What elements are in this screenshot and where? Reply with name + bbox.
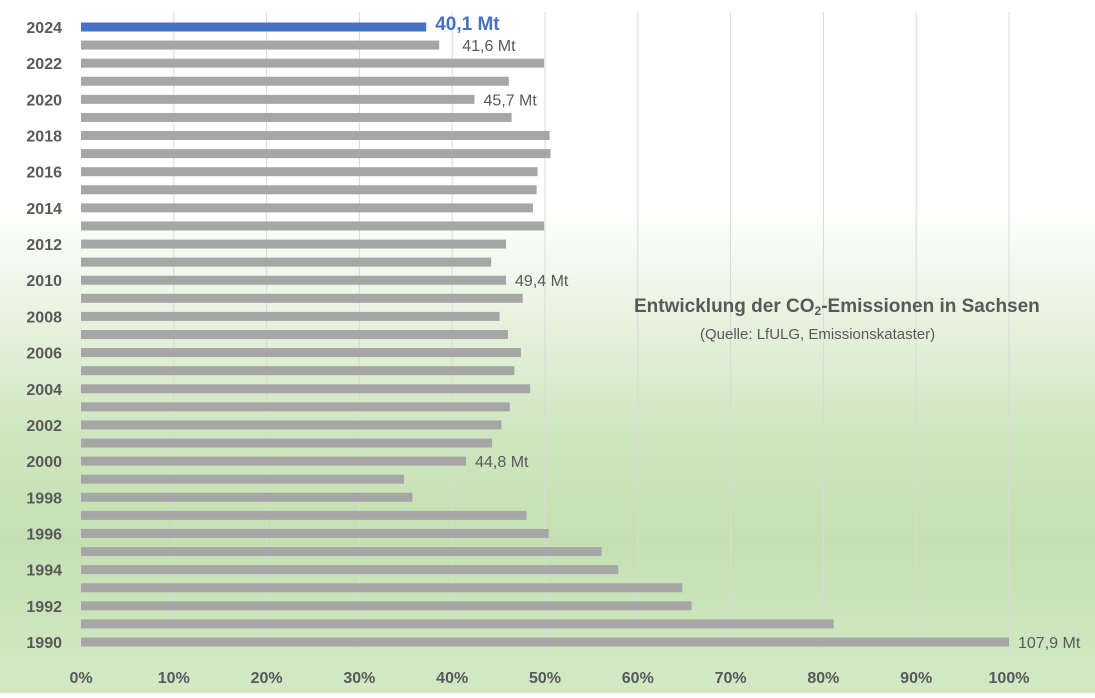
bar: [81, 275, 507, 285]
y-tick-label: 1996: [26, 526, 62, 543]
x-tick-label: 80%: [807, 670, 839, 687]
x-tick-label: 30%: [343, 670, 375, 687]
bar: [81, 384, 531, 394]
x-tick-label: 90%: [900, 670, 932, 687]
y-tick-label: 2014: [26, 201, 62, 218]
x-tick-label: 50%: [529, 670, 561, 687]
bar: [81, 438, 493, 448]
bar: [81, 583, 683, 593]
chart-title: Entwicklung der CO2-Emissionen in Sachse…: [634, 296, 1040, 318]
y-tick-label: 1998: [26, 490, 62, 507]
y-tick-label: 2000: [26, 454, 62, 471]
y-tick-label: 2024: [26, 20, 62, 37]
y-tick-label: 2018: [26, 129, 62, 146]
x-tick-label: 60%: [622, 670, 654, 687]
x-tick-label: 70%: [715, 670, 747, 687]
bar: [81, 221, 545, 231]
y-tick-label: 2020: [26, 92, 62, 109]
bar: [81, 185, 537, 195]
y-tick-label: 1990: [26, 635, 62, 652]
y-tick-label: 2004: [26, 382, 62, 399]
x-tick-label: 0%: [69, 670, 92, 687]
bar: [81, 203, 533, 213]
bar: [81, 492, 413, 502]
bar: [81, 40, 440, 50]
bar: [81, 637, 1009, 647]
bar: [81, 366, 515, 376]
y-tick-label: 2008: [26, 309, 62, 326]
bar: [81, 131, 550, 141]
bar: [81, 58, 545, 68]
x-tick-label: 20%: [251, 670, 283, 687]
y-tick-label: 2012: [26, 237, 62, 254]
bar: [81, 330, 508, 339]
bar: [81, 293, 523, 303]
bar: [81, 402, 510, 412]
x-tick-label: 10%: [158, 670, 190, 687]
bar: [81, 94, 475, 104]
bar: [81, 565, 619, 575]
data-label: 107,9 Mt: [1018, 635, 1081, 652]
bar: [81, 167, 538, 177]
y-tick-label: 2010: [26, 273, 62, 290]
bar: [81, 474, 404, 484]
bar: [81, 547, 602, 557]
data-label: 44,8 Mt: [475, 454, 529, 471]
x-tick-label: 40%: [436, 670, 468, 687]
x-tick-label: 100%: [989, 670, 1030, 687]
bar: [81, 239, 507, 249]
bar: [81, 348, 521, 358]
bar: [81, 601, 692, 611]
bar: [81, 456, 467, 466]
bar: [81, 510, 527, 520]
y-tick-label: 1994: [26, 563, 62, 580]
bar: [81, 76, 509, 86]
bar: [81, 149, 551, 159]
chart-subtitle: (Quelle: LfULG, Emissionskataster): [700, 326, 936, 343]
data-label: 40,1 Mt: [435, 14, 500, 35]
bar: [81, 311, 500, 321]
bar: [81, 619, 834, 629]
data-label: 41,6 Mt: [462, 38, 516, 55]
bar: [81, 420, 502, 430]
bar-highlight: [81, 22, 427, 32]
y-tick-label: 2016: [26, 165, 62, 182]
y-tick-label: 2006: [26, 346, 62, 363]
bar: [81, 528, 549, 538]
y-tick-label: 1992: [26, 599, 62, 616]
y-tick-label: 2002: [26, 418, 62, 435]
bar: [81, 112, 512, 122]
bar: [81, 257, 492, 267]
data-label: 49,4 Mt: [515, 273, 569, 290]
data-label: 45,7 Mt: [483, 92, 537, 109]
y-tick-label: 2022: [26, 56, 62, 73]
